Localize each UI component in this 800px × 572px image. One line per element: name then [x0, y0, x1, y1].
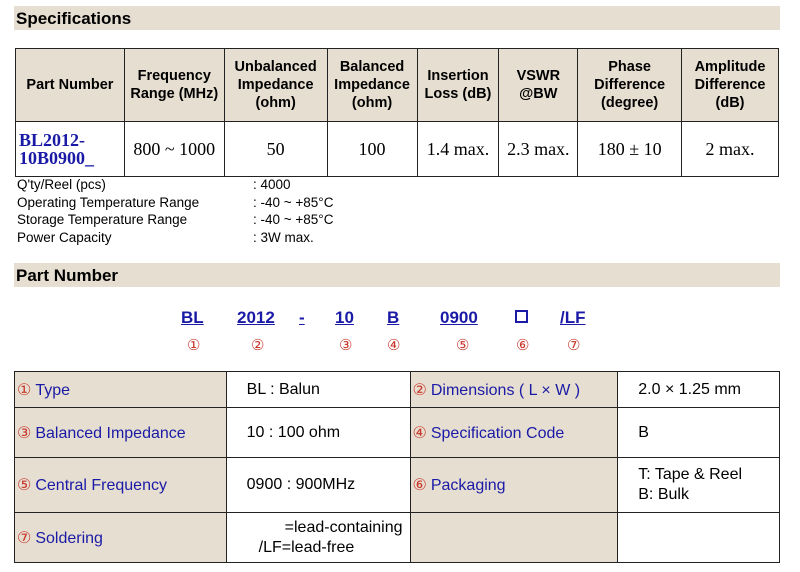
- condition-label: Power Capacity: [17, 229, 112, 245]
- condition-label: Operating Temperature Range: [17, 194, 200, 210]
- marker-5: ⑤: [456, 337, 470, 354]
- phase-difference-value: 180 ± 10: [577, 121, 683, 177]
- soldering-label: ⑦ Soldering: [14, 512, 227, 563]
- packaging-option-bulk: B: Bulk: [638, 486, 689, 503]
- conditions-list: Q'ty/Reel (pcs) : 4000 Operating Tempera…: [17, 176, 333, 246]
- header-phase-difference: Phase Difference (degree): [577, 48, 683, 122]
- soldering-option-lead: =lead-containing: [284, 518, 403, 536]
- specifications-table: Part Number Frequency Range (MHz) Unbala…: [15, 48, 779, 177]
- insertion-loss-value: 1.4 max.: [416, 121, 500, 177]
- packaging-value: T: Tape & Reel B: Bulk: [617, 457, 780, 513]
- condition-row: Power Capacity : 3W max.: [17, 229, 333, 247]
- header-part-number: Part Number: [15, 48, 125, 122]
- condition-row: Operating Temperature Range : -40 ~ +85°…: [17, 194, 333, 212]
- header-amplitude-difference: Amplitude Difference (dB): [681, 48, 779, 122]
- spec-value-row: BL2012-10B0900_ 800 ~ 1000 50 100 1.4 ma…: [15, 121, 779, 177]
- code-part-dimensions: 2012: [237, 308, 275, 327]
- unbalanced-impedance-value: 50: [223, 121, 328, 177]
- frequency-range-value: 800 ~ 1000: [123, 121, 225, 177]
- condition-label: Q'ty/Reel (pcs): [17, 177, 106, 192]
- specifications-section-header: Specifications: [14, 6, 780, 30]
- dimensions-value: 2.0 × 1.25 mm: [617, 371, 780, 408]
- condition-row: Storage Temperature Range : -40 ~ +85°C: [17, 211, 333, 229]
- vswr-value: 2.3 max.: [498, 121, 579, 177]
- central-frequency-value: 0900 : 900MHz: [225, 457, 411, 513]
- code-part-impedance: 10: [335, 308, 354, 327]
- packaging-placeholder-box-icon: [515, 310, 528, 323]
- marker-2: ②: [251, 337, 265, 354]
- condition-value: : -40 ~ +85°C: [253, 194, 334, 210]
- part-number-section-header: Part Number: [14, 263, 780, 287]
- soldering-value: =lead-containing /LF=lead-free: [225, 512, 411, 563]
- marker-7: ⑦: [567, 337, 581, 354]
- condition-value: : 4000: [253, 177, 291, 192]
- header-frequency-range: Frequency Range (MHz): [123, 48, 225, 122]
- section-title: Part Number: [16, 266, 119, 285]
- type-value: BL : Balun: [225, 371, 411, 408]
- condition-row: Q'ty/Reel (pcs) : 4000: [17, 176, 333, 194]
- part-number-value: BL2012-10B0900_: [15, 121, 125, 177]
- code-part-soldering: /LF: [560, 308, 586, 327]
- marker-1: ①: [187, 337, 201, 354]
- code-part-packaging: [515, 308, 528, 328]
- section-title: Specifications: [16, 9, 132, 28]
- condition-value: : -40 ~ +85°C: [253, 212, 334, 227]
- header-insertion-loss: Insertion Loss (dB): [416, 48, 500, 122]
- spec-header-row: Part Number Frequency Range (MHz) Unbala…: [15, 48, 779, 122]
- header-balanced-impedance: Balanced Impedance (ohm): [326, 48, 418, 122]
- packaging-label: ⑥ Packaging: [409, 457, 619, 513]
- amplitude-difference-value: 2 max.: [681, 121, 779, 177]
- empty-label-cell: [409, 512, 619, 563]
- packaging-option-tape: T: Tape & Reel: [638, 466, 743, 483]
- dimensions-label: ② Dimensions ( L × W ): [409, 371, 619, 408]
- marker-4: ④: [387, 337, 401, 354]
- soldering-option-lead-free: /LF=lead-free: [258, 538, 355, 556]
- marker-3: ③: [339, 337, 353, 354]
- header-vswr: VSWR @BW: [498, 48, 579, 122]
- code-part-type: BL: [181, 308, 204, 327]
- code-part-frequency: 0900: [440, 308, 478, 327]
- balanced-impedance-value: 100: [326, 121, 418, 177]
- code-part-spec: B: [387, 308, 400, 327]
- part-number-table: ① Type BL : Balun ② Dimensions ( L × W ) 2…: [14, 371, 780, 563]
- balanced-impedance-value: 10 : 100 ohm: [225, 407, 411, 458]
- pn-row: ③ Balanced Impedance 10 : 100 ohm ④ Specif…: [14, 407, 780, 458]
- type-label: ① Type: [14, 371, 227, 408]
- balanced-impedance-label: ③ Balanced Impedance: [14, 407, 227, 458]
- code-part-separator: -: [299, 308, 305, 327]
- spec-code-value: B: [617, 407, 780, 458]
- header-unbalanced-impedance: Unbalanced Impedance (ohm): [223, 48, 328, 122]
- spec-code-label: ④ Specification Code: [409, 407, 619, 458]
- pn-row: ⑦ Soldering =lead-containing /LF=lead-fre…: [14, 512, 780, 563]
- condition-label: Storage Temperature Range: [17, 212, 188, 227]
- empty-value-cell: [617, 512, 780, 563]
- pn-row: ① Type BL : Balun ② Dimensions ( L × W ) 2…: [14, 371, 780, 408]
- pn-row: ⑤ Central Frequency 0900 : 900MHz ⑥ Packag…: [14, 457, 780, 513]
- marker-6: ⑥: [516, 337, 530, 354]
- condition-value: : 3W max.: [253, 229, 314, 245]
- central-frequency-label: ⑤ Central Frequency: [14, 457, 227, 513]
